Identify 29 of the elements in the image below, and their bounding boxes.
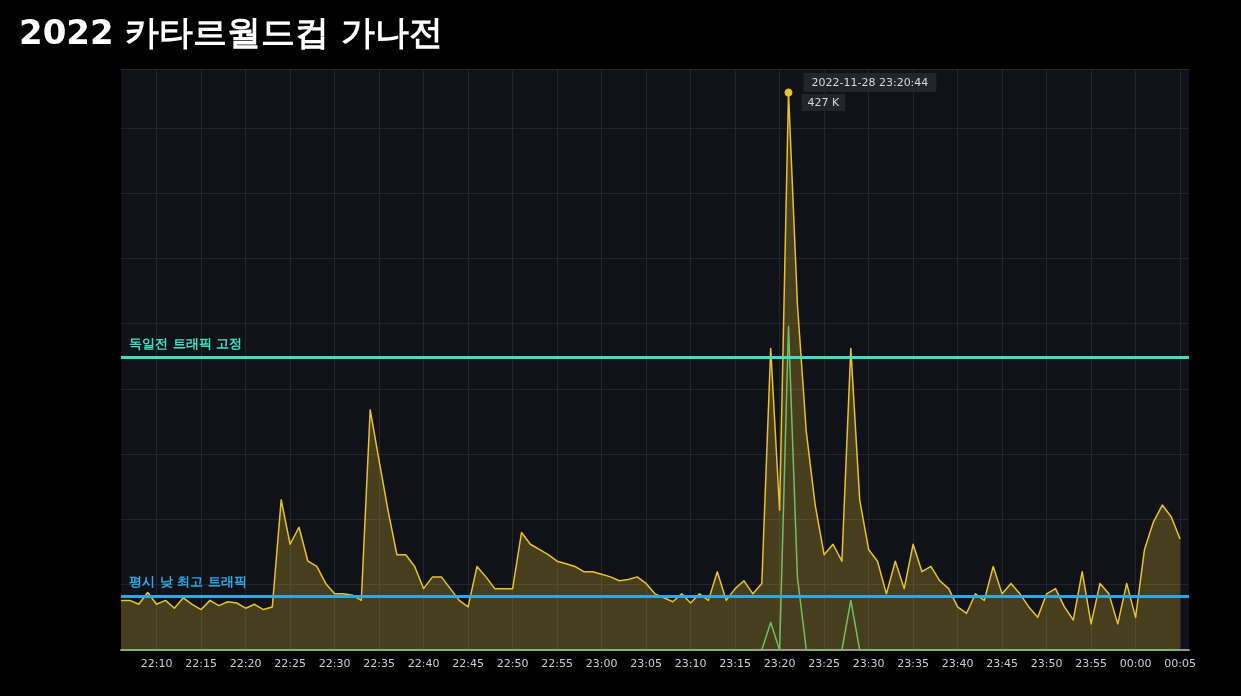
x-tick-label: 22:50	[496, 657, 529, 670]
x-tick-label: 23:30	[852, 657, 885, 670]
x-tick-label: 22:35	[363, 657, 395, 670]
x-tick-label: 23:50	[1030, 657, 1063, 670]
x-tick-label: 23:25	[808, 657, 840, 670]
x-tick-label: 23:10	[674, 657, 707, 670]
x-tick-label: 22:45	[452, 657, 484, 670]
x-tick-label: 23:15	[719, 657, 751, 670]
ref-line-label: 평시 낮 최고 트래픽	[129, 574, 247, 590]
x-tick-label: 00:05	[1164, 657, 1196, 670]
x-tick-label: 23:35	[897, 657, 929, 670]
x-tick-label: 00:00	[1119, 657, 1152, 670]
x-tick-label: 22:55	[541, 657, 573, 670]
x-tick-label: 23:40	[941, 657, 974, 670]
x-tick-label: 23:55	[1075, 657, 1107, 670]
annotation: 2022-11-28 23:20:44	[811, 76, 929, 89]
x-tick-label: 22:15	[185, 657, 217, 670]
chart-title: 2022 카타르월드컵 가나전	[19, 12, 444, 52]
data-label: 427 K	[807, 96, 840, 109]
ref-line-label: 독일전 트래픽 고정	[129, 335, 243, 351]
x-tick-label: 22:10	[140, 657, 173, 670]
x-tick-label: 22:40	[407, 657, 440, 670]
x-tick-label: 23:05	[630, 657, 662, 670]
x-tick-label: 22:25	[274, 657, 306, 670]
x-tick-label: 23:20	[763, 657, 796, 670]
x-tick-label: 22:30	[318, 657, 351, 670]
x-tick-label: 23:00	[585, 657, 618, 670]
x-tick-label: 22:20	[229, 657, 262, 670]
x-tick-label: 23:45	[986, 657, 1018, 670]
